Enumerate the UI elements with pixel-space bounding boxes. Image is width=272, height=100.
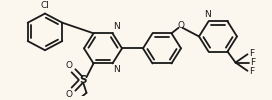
Text: N: N: [113, 65, 120, 74]
Text: F: F: [249, 49, 255, 58]
Text: S: S: [80, 75, 87, 85]
Text: N: N: [113, 22, 120, 32]
Text: O: O: [66, 61, 73, 70]
Text: Cl: Cl: [41, 1, 50, 10]
Text: O: O: [66, 90, 73, 99]
Text: O: O: [177, 22, 184, 30]
Text: F: F: [251, 58, 256, 67]
Text: N: N: [204, 10, 211, 19]
Text: F: F: [249, 67, 255, 76]
